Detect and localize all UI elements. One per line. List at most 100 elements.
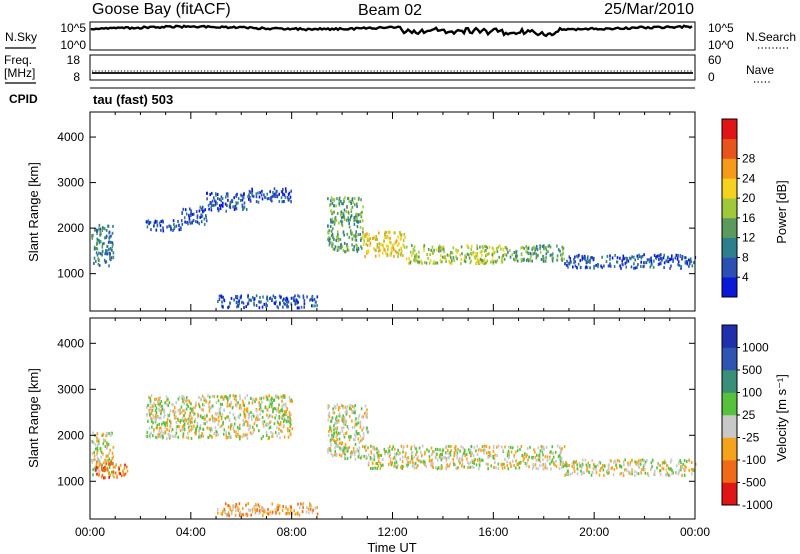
velocity-echo-cell [226,404,229,408]
velocity-echo-cell [415,453,417,457]
velocity-echo-cell [399,457,401,461]
velocity-echo-cell [516,449,519,453]
power-echo-cell [219,207,222,210]
velocity-echo-cell [276,506,279,510]
velocity-echo-cell [330,429,333,433]
power-echo-cell [342,248,345,252]
velocity-echo-cell [243,423,245,426]
velocity-echo-cell [231,406,234,410]
velocity-echo-cell [119,463,122,467]
velocity-echo-cell [242,403,245,407]
velocity-echo-cell [328,405,330,409]
velocity-echo-cell [266,512,269,515]
velocity-echo-cell [146,413,148,416]
power-echo-cell [408,257,410,261]
velocity-echo-cell [166,437,168,441]
power-echo-cell [476,244,478,248]
velocity-echo-cell [261,420,264,424]
power-echo-cell [266,304,268,308]
velocity-echo-cell [185,396,188,400]
power-echo-cell [438,246,440,250]
power-echo-cell [470,259,472,263]
power-echo-cell [338,202,340,206]
velocity-echo-cell [559,462,562,466]
power-echo-cell [247,195,249,199]
velocity-echo-cell [283,395,286,399]
power-echo-cell [461,252,463,256]
power-echo-cell [638,253,640,257]
power-echo-cell [376,237,379,241]
velocity-echo-cell [282,402,285,406]
power-echo-cell [328,229,331,233]
power-echo-cell [112,256,115,260]
velocity-echo-cell [201,394,204,398]
velocity-echo-cell [639,470,642,474]
velocity-echo-cell [432,462,434,465]
power-echo-cell [261,197,264,201]
power-echo-cell [341,220,344,224]
power-echo-cell [676,256,679,260]
power-echo-cell [330,199,332,203]
velocity-echo-cell [461,464,463,468]
velocity-echo-cell [501,466,504,470]
power-echo-cell [399,238,402,241]
velocity-echo-cell [355,450,357,454]
power-echo-cell [172,219,175,223]
velocity-echo-cell [598,473,601,477]
velocity-echo-cell [220,415,223,419]
velocity-echo-cell [225,436,228,440]
power-echo-cell [284,187,287,191]
power-echo-cell [569,259,572,262]
power-echo-cell [563,257,565,261]
power-echo-cell [467,253,470,257]
velocity-echo-cell [414,461,417,465]
power-echo-cell [609,257,611,261]
velocity-y-tick-label: 1000 [57,474,84,488]
power-echo-cell [356,249,359,253]
velocity-echo-cell [151,404,154,408]
power-echo-cell [529,259,531,263]
power-echo-cell [603,264,605,268]
power-echo-cell [103,236,106,240]
velocity-echo-cell [666,464,668,468]
velocity-echo-cell [98,459,100,463]
power-echo-cell [350,231,352,235]
velocity-echo-cell [420,450,422,454]
power-echo-cell [648,258,650,262]
velocity-echo-cell [278,415,280,419]
velocity-echo-cell [352,410,355,414]
power-echo-cell [162,229,165,233]
velocity-echo-cell [456,456,458,460]
power-echo-cell [589,258,591,262]
velocity-echo-cell [110,432,113,436]
velocity-echo-cell [347,427,350,431]
velocity-echo-cell [267,512,270,516]
velocity-echo-cell [149,435,151,439]
velocity-echo-cell [230,424,232,428]
velocity-echo-cell [96,456,99,460]
velocity-echo-cell [375,447,378,451]
power-echo-cell [386,254,389,257]
velocity-echo-cell [164,430,166,434]
power-echo-cell [285,298,287,302]
power-echo-cell [259,191,261,195]
velocity-echo-cell [569,472,571,476]
velocity-echo-cell [413,444,416,448]
velocity-echo-cell [541,464,544,467]
velocity-echo-cell [221,402,223,406]
power-echo-cell [551,256,553,260]
velocity-echo-cell [354,442,357,446]
velocity-echo-cell [168,414,170,418]
velocity-echo-cell [217,422,220,426]
velocity-echo-cell [602,468,605,472]
velocity-echo-cell [262,396,265,400]
velocity-echo-cell [520,445,523,448]
velocity-echo-cell [245,512,248,516]
velocity-echo-cell [166,424,169,428]
velocity-echo-cell [379,467,382,470]
velocity-echo-cell [183,428,186,432]
power-echo-cell [181,222,184,226]
velocity-echo-cell [445,444,448,448]
velocity-echo-cell [199,426,201,430]
velocity-echo-cell [158,403,161,407]
